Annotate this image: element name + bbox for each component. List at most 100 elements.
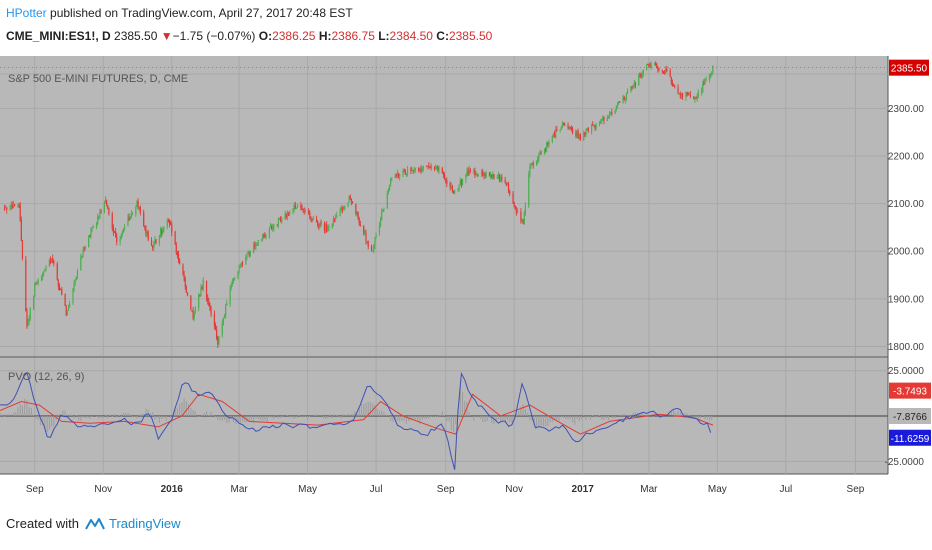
tradingview-brand[interactable]: TradingView (108, 516, 181, 531)
candle-body (153, 243, 155, 249)
candle-body (633, 83, 635, 86)
candle-body (323, 223, 326, 231)
candle-body (498, 174, 501, 181)
candle-body (182, 264, 184, 274)
candle-body (656, 64, 658, 68)
candle-body (122, 228, 125, 233)
candle-body (655, 63, 657, 65)
time-axis[interactable]: Sep Nov 2016 Mar May Jul Sep Nov 2017 Mar May Jul Se… (26, 484, 865, 495)
candle-body (66, 310, 68, 315)
candle-body (669, 70, 671, 77)
candle-body (277, 218, 280, 225)
candle-body (83, 249, 85, 251)
candle-body (113, 232, 116, 233)
candle-body (611, 112, 613, 114)
candle-body (661, 70, 663, 72)
candle-body (445, 180, 447, 181)
candle-body (454, 190, 456, 194)
candle-body (387, 189, 390, 193)
candle-body (551, 136, 553, 142)
candle-body (434, 167, 437, 170)
price-axis[interactable]: 2300.00 2200.00 2100.00 2000.00 1900.00 1800.… (885, 59, 931, 468)
candle-body (562, 122, 565, 125)
candle-body (36, 283, 38, 285)
candle-body (513, 202, 515, 207)
candle-body (493, 174, 495, 178)
candle-body (696, 96, 698, 99)
candle-body (304, 211, 306, 213)
candle-body (543, 149, 546, 154)
candle-body (623, 96, 625, 101)
candle-body (119, 238, 121, 242)
candle-body (488, 172, 491, 177)
candle-body (680, 93, 683, 98)
candle-body (477, 175, 479, 176)
candle-body (537, 157, 539, 163)
candle-body (391, 177, 393, 179)
last-price-label: 2385.50 (891, 64, 928, 75)
candle-body (359, 224, 361, 225)
candle-body (571, 128, 574, 134)
candle-body (608, 112, 611, 116)
candle-body (648, 65, 650, 67)
candle-body (98, 217, 100, 218)
candle-body (335, 215, 337, 219)
candle-body (625, 93, 628, 100)
candle-body (33, 295, 35, 309)
price-candles (0, 61, 888, 349)
candle-body (702, 83, 704, 92)
candle-body (662, 71, 665, 73)
close-label: C: (436, 29, 449, 43)
pvo-value-label: -3.7493 (893, 387, 927, 398)
candle-body (568, 126, 570, 129)
candle-body (591, 124, 593, 132)
candle-body (302, 209, 304, 210)
candle-body (600, 121, 602, 123)
candle-body (397, 173, 400, 177)
candle-body (185, 286, 187, 293)
candle-body (646, 64, 648, 70)
candle-body (560, 127, 562, 130)
chart-area[interactable]: 2300.00 2200.00 2100.00 2000.00 1900.00 1800.… (0, 50, 932, 500)
candle-body (587, 127, 589, 131)
candle-body (577, 131, 579, 138)
candle-body (81, 255, 83, 257)
candle-body (268, 228, 271, 237)
candle-body (239, 265, 241, 268)
candle-body (177, 254, 180, 261)
pvo-lines (0, 371, 714, 470)
candle-body (687, 92, 689, 95)
candle-body (154, 239, 156, 244)
low-label: L: (378, 29, 390, 43)
candle-body (344, 206, 346, 210)
candle-body (76, 271, 79, 276)
candle-body (139, 206, 141, 214)
candle-body (192, 310, 194, 319)
candle-body (128, 216, 130, 221)
candle-body (257, 240, 259, 246)
candle-body (418, 168, 420, 171)
candle-body (579, 134, 581, 140)
candle-body (475, 173, 477, 175)
candle-body (555, 129, 557, 139)
candle-body (663, 73, 666, 75)
candle-body (678, 93, 680, 95)
candle-body (530, 165, 532, 167)
candle-body (489, 174, 492, 177)
candle-body (144, 225, 146, 228)
candle-body (665, 68, 667, 73)
candle-body (138, 207, 140, 210)
candle-body (459, 180, 461, 185)
candle-body (74, 281, 76, 283)
candle-body (207, 297, 209, 302)
candle-body (131, 213, 134, 215)
author-link[interactable]: HPotter (6, 6, 47, 20)
tradingview-logo-icon (85, 517, 105, 529)
candle-body (61, 289, 63, 295)
candle-body (100, 211, 102, 214)
candle-body (386, 192, 388, 209)
candle-body (356, 211, 358, 215)
candle-body (262, 235, 264, 239)
candle-body (286, 211, 288, 217)
x-tick-label: Sep (847, 484, 865, 495)
